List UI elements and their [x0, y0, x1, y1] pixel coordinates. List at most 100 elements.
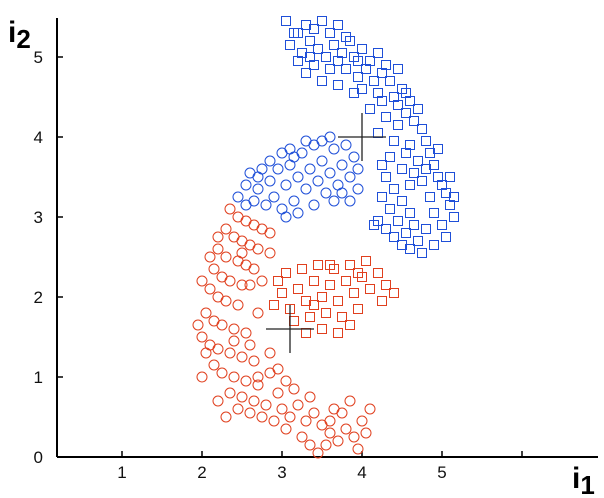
square-point — [417, 124, 427, 134]
y-tick-label: 2 — [34, 288, 43, 307]
circle-point — [220, 251, 232, 263]
square-point — [325, 280, 335, 290]
circle-point — [232, 403, 244, 415]
square-point — [389, 288, 399, 298]
y-tick-label: 0 — [34, 448, 43, 467]
circle-point — [324, 415, 336, 427]
circle-point — [244, 339, 256, 351]
square-point — [333, 80, 343, 90]
circle-point — [268, 191, 280, 203]
square-point — [333, 296, 343, 306]
circle-point — [320, 439, 332, 451]
circle-point — [284, 411, 296, 423]
circle-point — [236, 247, 248, 259]
circle-point — [212, 395, 224, 407]
square-point — [353, 72, 363, 82]
circle-point — [248, 395, 260, 407]
circle-point — [200, 307, 212, 319]
square-point — [353, 304, 363, 314]
square-point — [305, 312, 315, 322]
square-point — [393, 120, 403, 130]
circle-point — [260, 399, 272, 411]
circle-point — [212, 343, 224, 355]
square-point — [417, 248, 427, 258]
square-point — [329, 40, 339, 50]
circle-point — [264, 155, 276, 167]
x-tick-label: 3 — [277, 463, 286, 482]
circle-point — [280, 211, 292, 223]
square-point — [389, 136, 399, 146]
circle-point — [212, 243, 224, 255]
square-point — [309, 276, 319, 286]
circle-point — [308, 407, 320, 419]
circle-point — [324, 167, 336, 179]
circle-point — [228, 335, 240, 347]
axes — [56, 18, 598, 458]
square-point — [397, 240, 407, 250]
square-point — [317, 292, 327, 302]
square-point — [333, 56, 343, 66]
y-tick-label: 4 — [34, 128, 43, 147]
circle-point — [312, 175, 324, 187]
square-point — [449, 192, 459, 202]
square-point — [293, 56, 303, 66]
circle-point — [228, 371, 240, 383]
circle-point — [260, 199, 272, 211]
circle-point — [312, 447, 324, 459]
circle-point — [352, 183, 364, 195]
data-markers — [192, 16, 459, 459]
circle-point — [252, 183, 264, 195]
circle-point — [256, 275, 268, 287]
circle-point — [196, 331, 208, 343]
square-point — [333, 20, 343, 30]
square-point — [393, 100, 403, 110]
square-point — [301, 328, 311, 338]
square-point — [273, 276, 283, 286]
square-point — [409, 116, 419, 126]
circle-point — [348, 151, 360, 163]
circle-point — [336, 187, 348, 199]
circle-point — [280, 179, 292, 191]
circle-point — [276, 403, 288, 415]
square-point — [325, 260, 335, 270]
y-axis-label: i2 — [8, 16, 31, 54]
square-point — [405, 208, 415, 218]
square-point — [357, 44, 367, 54]
circle-point — [196, 275, 208, 287]
square-point — [385, 152, 395, 162]
square-point — [305, 52, 315, 62]
square-point — [281, 268, 291, 278]
cross-annotations — [266, 113, 386, 353]
circle-point — [296, 431, 308, 443]
circle-point — [324, 131, 336, 143]
circle-point — [220, 411, 232, 423]
square-point — [373, 268, 383, 278]
square-point — [385, 204, 395, 214]
circle-point — [344, 171, 356, 183]
square-point — [345, 320, 355, 330]
square-point — [277, 288, 287, 298]
circle-point — [292, 171, 304, 183]
square-point — [369, 76, 379, 86]
circle-point — [236, 279, 248, 291]
circle-point — [328, 143, 340, 155]
circle-point — [352, 163, 364, 175]
square-point — [269, 300, 279, 310]
circle-point — [340, 139, 352, 151]
square-point — [393, 64, 403, 74]
square-point — [437, 220, 447, 230]
circle-point — [300, 135, 312, 147]
square-point — [409, 168, 419, 178]
square-point — [301, 68, 311, 78]
circle-point — [328, 195, 340, 207]
square-point — [321, 52, 331, 62]
square-point — [373, 48, 383, 58]
square-point — [373, 128, 383, 138]
square-point — [441, 232, 451, 242]
square-point — [377, 192, 387, 202]
circle-point — [272, 363, 284, 375]
circle-point — [316, 155, 328, 167]
circle-point — [252, 379, 264, 391]
circle-point — [216, 319, 228, 331]
square-point — [377, 296, 387, 306]
